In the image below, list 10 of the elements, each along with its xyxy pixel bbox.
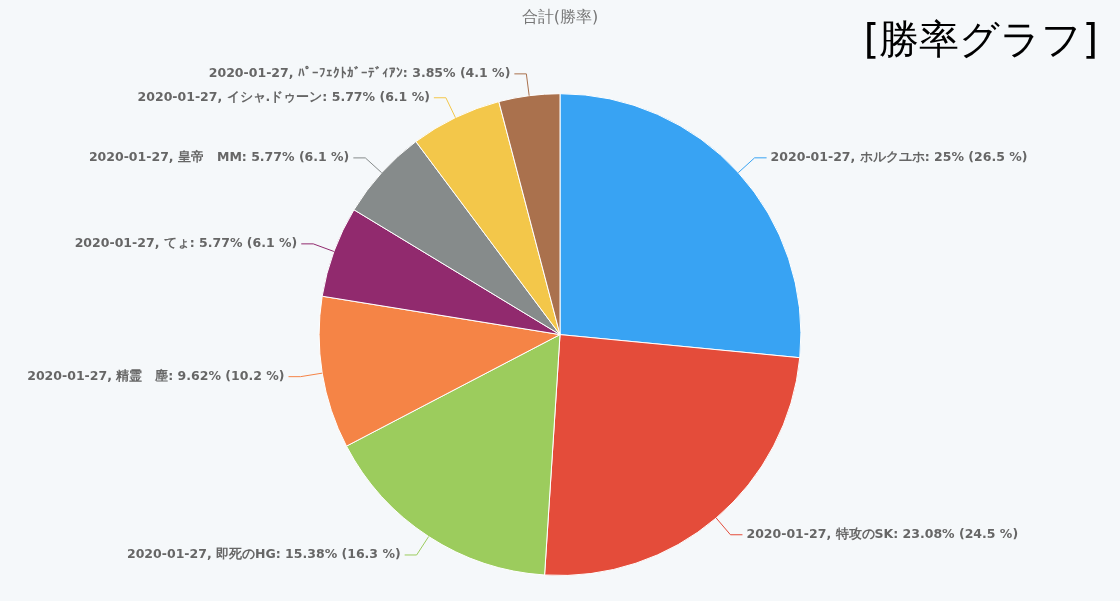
slice-label: 2020-01-27, 即死のHG: 15.38% (16.3 %) [126, 546, 401, 562]
slice-label: 2020-01-27, ﾊﾟｰﾌｪｸﾄｶﾞｰﾃﾞｨｱﾝ: 3.85% (4.1 %) [208, 65, 511, 81]
slice-label: 2020-01-27, イシャ.ドゥーン: 5.77% (6.1 %) [137, 89, 430, 105]
chart-title: 合計(勝率) [521, 6, 599, 26]
text: [勝率グラフ] [863, 15, 1098, 64]
slice-label: 2020-01-27, てょ: 5.77% (6.1 %) [74, 235, 298, 251]
slice-label: 2020-01-27, 精霊 塵: 9.62% (10.2 %) [27, 367, 285, 383]
slice-label: 2020-01-27, ホルクユホ: 25% (26.5 %) [770, 149, 1028, 165]
slice-label: 2020-01-27, 特攻のSK: 23.08% (24.5 %) [746, 526, 1019, 542]
slice-label: 2020-01-27, 皇帝 MM: 5.77% (6.1 %) [88, 149, 350, 165]
